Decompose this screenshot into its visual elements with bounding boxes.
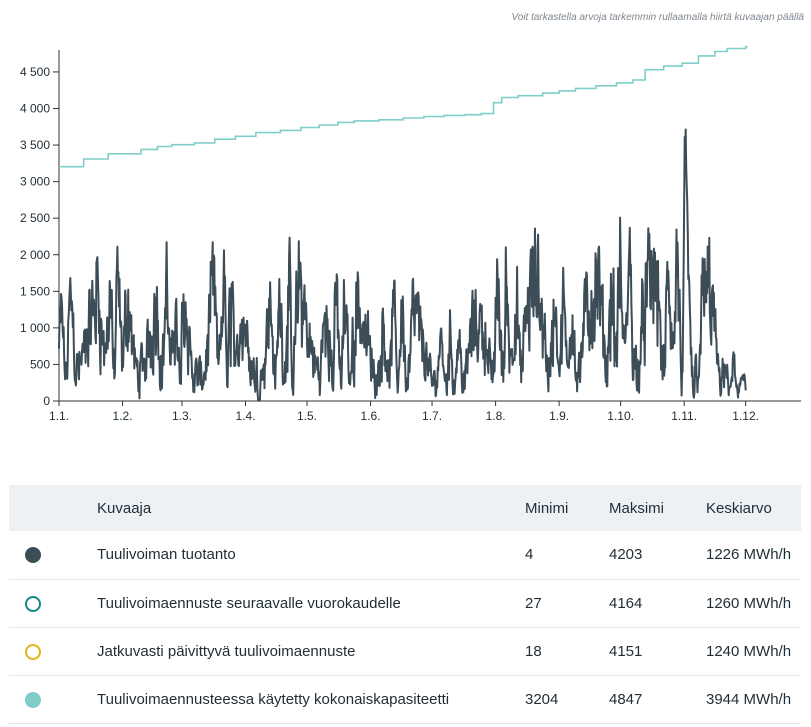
y-tick-label: 4 500	[20, 65, 50, 79]
legend-row-max: 4203	[609, 546, 643, 564]
x-tick-label: 1.9.	[549, 409, 569, 420]
legend-row-forecast-next-day[interactable]: Tuulivoimaennuste seuraavalle vuorokaude…	[9, 579, 801, 627]
legend-header-avg: Keskiarvo	[706, 499, 772, 517]
legend-row-min: 18	[525, 642, 542, 660]
y-tick-label: 0	[43, 394, 50, 408]
x-axis: 1.1. 1.2. 1.3. 1.4. 1.5. 1.6. 1.7. 1.8. 1.9. 1.10…	[49, 400, 801, 420]
y-tick-label: 4 000	[20, 102, 50, 116]
x-tick-label: 1.2.	[113, 409, 133, 420]
y-tick-label: 1 000	[20, 321, 50, 335]
legend-row-name: Jatkuvasti päivittyvä tuulivoimaennuste	[97, 642, 356, 660]
y-tick-label: 2 000	[20, 248, 50, 262]
y-tick-label: 500	[30, 357, 50, 371]
y-tick-label: 3 500	[20, 138, 50, 152]
wind-power-chart[interactable]: 0 500 1 000 1 500 2 000 2 500 3 000 3 500 4 000 4…	[0, 0, 811, 420]
legend-row-avg: 1240 MWh/h	[706, 642, 792, 660]
x-tick-label: 1.12.	[732, 409, 759, 420]
legend-header-min: Minimi	[525, 499, 569, 517]
legend-row-capacity[interactable]: Tuulivoimaennusteessa käytetty kokonaisk…	[9, 675, 801, 723]
legend-row-max: 4847	[609, 690, 643, 708]
legend-header-row: Kuvaaja Minimi Maksimi Keskiarvo	[9, 485, 801, 531]
x-tick-label: 1.3.	[172, 409, 192, 420]
x-tick-label: 1.10.	[607, 409, 634, 420]
legend-row-max: 4151	[609, 642, 643, 660]
ring-icon[interactable]	[25, 643, 41, 660]
x-tick-label: 1.8.	[486, 409, 506, 420]
series-line-capacity	[59, 45, 748, 168]
x-tick-label: 1.11.	[671, 409, 697, 420]
y-tick-label: 3 000	[20, 175, 50, 189]
ring-icon[interactable]	[25, 595, 41, 612]
legend-row-forecast-updating[interactable]: Jatkuvasti päivittyvä tuulivoimaennuste …	[9, 627, 801, 675]
series-layer	[58, 45, 748, 402]
legend-row-avg: 1260 MWh/h	[706, 594, 792, 612]
filled-circle-icon[interactable]	[25, 547, 41, 564]
legend-header-icon	[9, 485, 96, 531]
y-tick-label: 2 500	[20, 211, 50, 225]
y-axis: 0 500 1 000 1 500 2 000 2 500 3 000 3 500 4 000 4…	[20, 50, 60, 408]
x-tick-label: 1.7.	[422, 409, 442, 420]
legend-row-name: Tuulivoiman tuotanto	[97, 546, 236, 564]
legend-row-min: 4	[525, 546, 534, 564]
y-tick-label: 1 500	[20, 284, 50, 298]
x-tick-label: 1.1.	[49, 409, 69, 420]
x-tick-label: 1.5.	[297, 409, 317, 420]
legend-row-avg: 1226 MWh/h	[706, 546, 792, 564]
filled-circle-icon[interactable]	[25, 691, 41, 708]
legend-row-min: 27	[525, 594, 542, 612]
legend-header-graph: Kuvaaja	[97, 499, 152, 517]
legend-row-max: 4164	[609, 594, 643, 612]
legend-row-avg: 3944 MWh/h	[706, 690, 792, 708]
legend-row-production[interactable]: Tuulivoiman tuotanto 4 4203 1226 MWh/h	[9, 531, 801, 579]
series-line-production	[58, 128, 747, 402]
legend-header-max: Maksimi	[609, 499, 664, 517]
legend-row-name: Tuulivoimaennusteessa käytetty kokonaisk…	[97, 690, 450, 708]
x-tick-label: 1.6.	[361, 409, 381, 420]
legend-row-name: Tuulivoimaennuste seuraavalle vuorokaude…	[97, 594, 401, 612]
chart-hint-text: Voit tarkastella arvoja tarkemmin rullaa…	[511, 12, 804, 23]
legend-table: Kuvaaja Minimi Maksimi Keskiarvo Tuulivo…	[9, 485, 801, 724]
legend-row-min: 3204	[525, 690, 559, 708]
x-tick-label: 1.4.	[236, 409, 256, 420]
